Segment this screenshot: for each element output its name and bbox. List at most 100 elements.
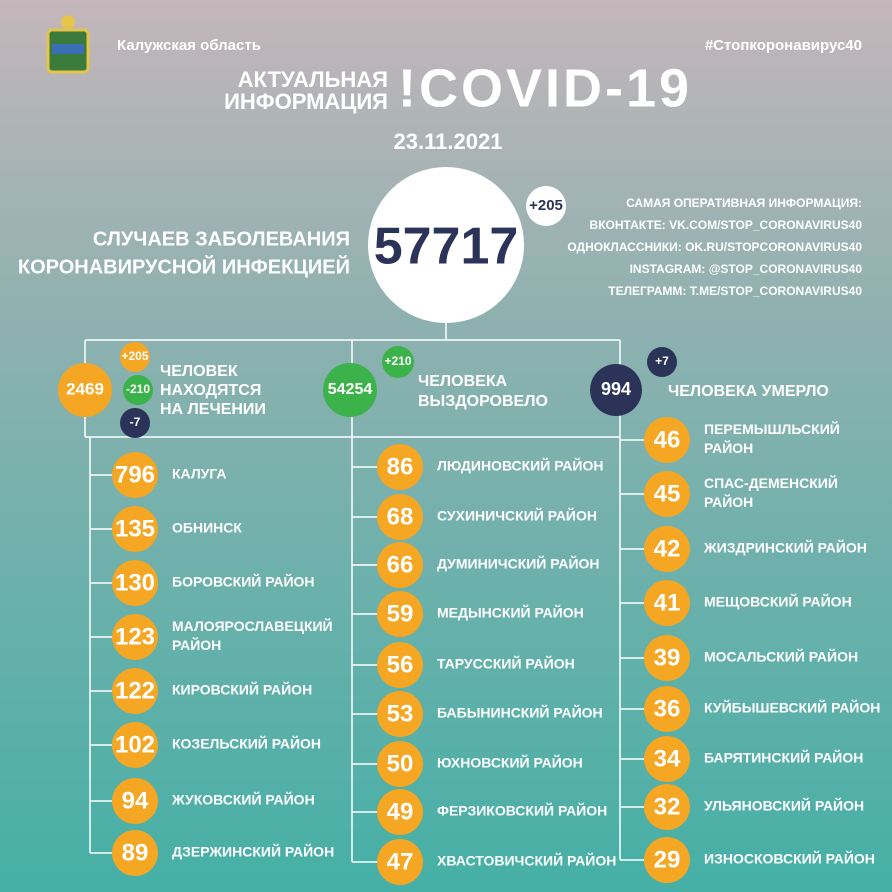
district-name: ЛЮДИНОВСКИЙ РАЙОН bbox=[437, 457, 603, 474]
district-count: 45 bbox=[654, 480, 681, 507]
district-count: 47 bbox=[387, 848, 414, 875]
recovered-circle bbox=[323, 363, 377, 417]
delta-circle bbox=[123, 375, 153, 405]
district-count: 89 bbox=[122, 839, 149, 866]
district-name: ЖУКОВСКИЙ РАЙОН bbox=[171, 791, 315, 808]
district-name: КУЙБЫШЕВСКИЙ РАЙОН bbox=[704, 699, 880, 716]
district-name: СПАС-ДЕМЕНСКИЙ bbox=[704, 474, 838, 491]
district-count: 56 bbox=[387, 651, 414, 678]
district-circle bbox=[644, 784, 690, 830]
district-count: 796 bbox=[115, 461, 155, 488]
title: !COVID-19 bbox=[398, 58, 692, 118]
district-name: КАЛУГА bbox=[172, 466, 227, 482]
district-name: МЕДЫНСКИЙ РАЙОН bbox=[437, 604, 584, 621]
district-circle bbox=[112, 830, 158, 876]
district-name: ЖИЗДРИНСКИЙ РАЙОН bbox=[703, 539, 867, 556]
district-circle bbox=[112, 506, 158, 552]
district-name: БАБЫНИНСКИЙ РАЙОН bbox=[437, 704, 603, 721]
district-circle bbox=[112, 614, 158, 660]
district-circle bbox=[377, 542, 423, 588]
district-circle bbox=[644, 471, 690, 517]
district-count: 123 bbox=[115, 623, 155, 650]
title-line: ИНФОРМАЦИЯ bbox=[224, 89, 388, 114]
district-circle bbox=[644, 736, 690, 782]
info-line: ВКОНТАКТЕ: VK.COM/STOP_CORONAVIRUS40 bbox=[590, 218, 863, 232]
district-circle bbox=[112, 778, 158, 824]
delta-circle bbox=[382, 346, 414, 378]
treatment-label: НАХОДЯТСЯ bbox=[160, 382, 261, 399]
died-label: ЧЕЛОВЕКА УМЕРЛО bbox=[668, 383, 829, 400]
treatment-circle bbox=[58, 363, 112, 417]
district-circle bbox=[377, 741, 423, 787]
district-name: КОЗЕЛЬСКИЙ РАЙОН bbox=[172, 735, 321, 752]
district-name: ЮХНОВСКИЙ РАЙОН bbox=[437, 754, 583, 771]
info-line: ТЕЛЕГРАММ: T.ME/STOP_CORONAVIRUS40 bbox=[608, 284, 862, 298]
district-circle bbox=[112, 560, 158, 606]
district-circle bbox=[377, 642, 423, 688]
coat-of-arms bbox=[46, 15, 90, 74]
district-count: 29 bbox=[654, 846, 681, 873]
district-name: СУХИНИЧСКИЙ РАЙОН bbox=[437, 507, 597, 524]
district-circle bbox=[377, 691, 423, 737]
district-count: 59 bbox=[387, 600, 414, 627]
district-count: 86 bbox=[387, 453, 414, 480]
info-line: САМАЯ ОПЕРАТИВНАЯ ИНФОРМАЦИЯ: bbox=[626, 196, 862, 210]
district-count: 34 bbox=[654, 745, 681, 772]
district-circle bbox=[112, 452, 158, 498]
district-circle bbox=[377, 591, 423, 637]
district-count: 46 bbox=[654, 426, 681, 453]
district-name: УЛЬЯНОВСКИЙ РАЙОН bbox=[704, 797, 864, 814]
district-count: 130 bbox=[115, 569, 155, 596]
title-line: АКТУАЛЬНАЯ bbox=[238, 67, 388, 92]
info-line: INSTAGRAM: @STOP_CORONAVIRUS40 bbox=[630, 262, 863, 276]
district-circle bbox=[377, 789, 423, 835]
treatment-label: ЧЕЛОВЕК bbox=[160, 363, 238, 380]
district-count: 135 bbox=[115, 515, 155, 542]
info-line: ОДНОКЛАССНИКИ: OK.RU/STOPCORONAVIRUS40 bbox=[567, 240, 862, 254]
date: 23.11.2021 bbox=[394, 129, 503, 154]
recovered-value: 54254 bbox=[328, 381, 373, 398]
district-circle bbox=[112, 722, 158, 768]
recovered-delta: +210 bbox=[384, 354, 411, 368]
cases-label: КОРОНАВИРУСНОЙ ИНФЕКЦИЕЙ bbox=[18, 254, 350, 278]
district-name: РАЙОН bbox=[172, 636, 221, 653]
treatment-delta: +205 bbox=[121, 349, 148, 363]
district-circle bbox=[644, 686, 690, 732]
district-name: ИЗНОСКОВСКИЙ РАЙОН bbox=[704, 850, 875, 867]
district-name: МОСАЛЬСКИЙ РАЙОН bbox=[704, 648, 858, 665]
died-delta: +7 bbox=[655, 354, 669, 368]
district-name: МЕЩОВСКИЙ РАЙОН bbox=[704, 593, 852, 610]
district-count: 50 bbox=[387, 750, 414, 777]
district-name: ПЕРЕМЫШЛЬСКИЙ bbox=[704, 420, 840, 437]
treatment-delta: -210 bbox=[126, 382, 150, 396]
district-circle bbox=[644, 635, 690, 681]
district-count: 66 bbox=[387, 551, 414, 578]
district-circle bbox=[644, 837, 690, 883]
district-count: 49 bbox=[387, 798, 414, 825]
cases-label: СЛУЧАЕВ ЗАБОЛЕВАНИЯ bbox=[93, 228, 350, 250]
district-count: 102 bbox=[115, 731, 155, 758]
district-count: 36 bbox=[654, 695, 681, 722]
district-circle bbox=[377, 839, 423, 885]
district-name: ОБНИНСК bbox=[172, 520, 242, 536]
cases-delta: +205 bbox=[529, 197, 563, 214]
district-count: 32 bbox=[654, 793, 681, 820]
district-name: ДЗЕРЖИНСКИЙ РАЙОН bbox=[172, 843, 334, 860]
district-circle bbox=[377, 494, 423, 540]
delta-circle bbox=[526, 186, 566, 226]
district-name: ДУМИНИЧСКИЙ РАЙОН bbox=[437, 555, 600, 572]
delta-circle bbox=[120, 408, 150, 438]
delta-circle bbox=[120, 342, 150, 372]
died-value: 994 bbox=[601, 379, 631, 399]
delta-circle bbox=[647, 347, 677, 377]
district-circle bbox=[644, 580, 690, 626]
district-name: ФЕРЗИКОВСКИЙ РАЙОН bbox=[437, 802, 607, 819]
district-count: 68 bbox=[387, 503, 414, 530]
district-name: БАРЯТИНСКИЙ РАЙОН bbox=[704, 749, 863, 766]
district-name: ТАРУССКИЙ РАЙОН bbox=[437, 655, 575, 672]
district-count: 94 bbox=[122, 787, 149, 814]
district-name: МАЛОЯРОСЛАВЕЦКИЙ bbox=[172, 617, 333, 634]
district-count: 39 bbox=[654, 644, 681, 671]
district-name: КИРОВСКИЙ РАЙОН bbox=[172, 681, 312, 698]
